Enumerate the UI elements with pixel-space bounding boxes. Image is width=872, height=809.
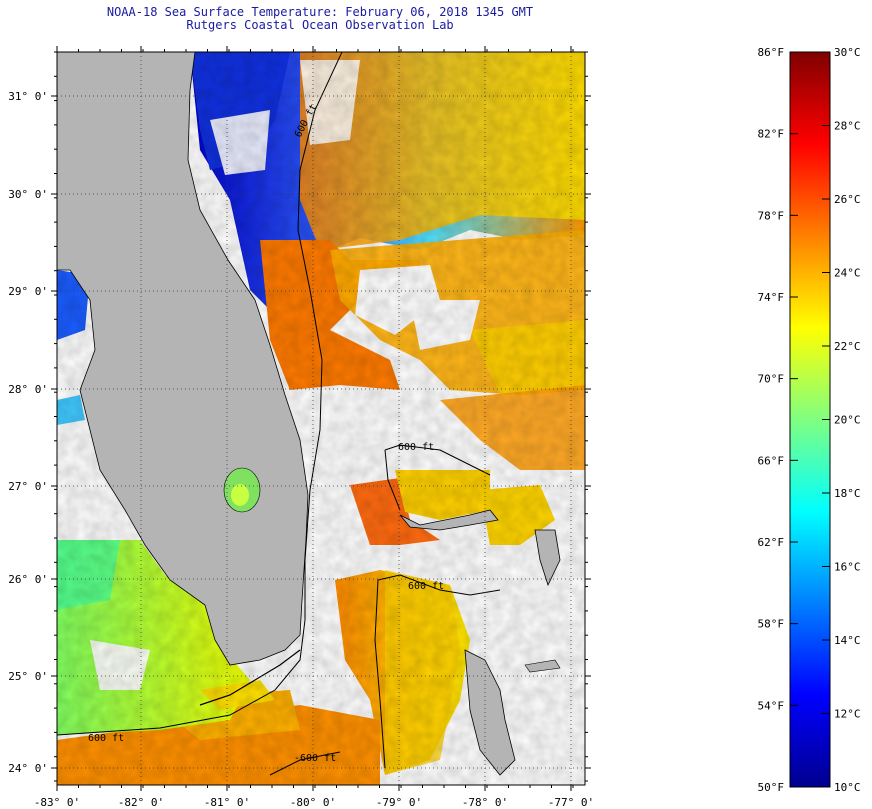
longitude-tick-label: -80° 0' xyxy=(290,796,336,809)
fahrenheit-label: 62°F xyxy=(758,536,785,549)
map-plot-area xyxy=(57,52,585,785)
latitude-tick-label: 26° 0' xyxy=(8,573,48,586)
longitude-tick-label: -82° 0' xyxy=(118,796,164,809)
bahamas-land xyxy=(399,509,499,531)
celsius-label: 28°C xyxy=(834,120,861,133)
contour-label: -600 ft xyxy=(294,753,336,764)
celsius-label: 30°C xyxy=(834,46,861,59)
fahrenheit-label: 66°F xyxy=(758,454,785,467)
color-scale-ticks xyxy=(790,51,830,788)
contour-label: 600 ft xyxy=(88,733,124,744)
fahrenheit-label: 54°F xyxy=(758,699,785,712)
longitude-tick-label: -78° 0' xyxy=(462,796,508,809)
map-subtitle: Rutgers Coastal Ocean Observation Lab xyxy=(186,18,454,32)
fahrenheit-label: 82°F xyxy=(758,128,785,141)
fahrenheit-label: 70°F xyxy=(758,373,785,386)
latitude-tick-label: 28° 0' xyxy=(8,383,48,396)
fahrenheit-label: 86°F xyxy=(758,46,785,59)
latitude-tick-label: 30° 0' xyxy=(8,188,48,201)
longitude-tick-label: -81° 0' xyxy=(204,796,250,809)
celsius-label: 12°C xyxy=(834,708,861,721)
contour-label: 600 ft xyxy=(398,442,434,453)
longitude-labels: -83° 0' -82° 0' -81° 0' -80° 0' -79° 0' -78° … xyxy=(34,796,594,809)
longitude-tick-label: -83° 0' xyxy=(34,796,80,809)
celsius-label: 24°C xyxy=(834,267,861,280)
latitude-labels: 24° 0' 25° 0' 26° 0' 27° 0' 28° 0' 29° 0' 30° … xyxy=(8,90,48,775)
celsius-label: 16°C xyxy=(834,561,861,574)
florida-keys xyxy=(199,649,301,706)
contour-line-straits xyxy=(374,574,501,769)
contour-line-bahamas xyxy=(384,444,491,476)
celsius-label: 22°C xyxy=(834,340,861,353)
axis-ticks xyxy=(51,46,591,791)
celsius-label: 18°C xyxy=(834,487,861,500)
latitude-tick-label: 25° 0' xyxy=(8,670,48,683)
celsius-label: 10°C xyxy=(834,781,861,794)
map-frame xyxy=(56,51,586,786)
fahrenheit-label: 58°F xyxy=(758,618,785,631)
latitude-tick-label: 29° 0' xyxy=(8,285,48,298)
latitude-tick-label: 27° 0' xyxy=(8,480,48,493)
celsius-label: 26°C xyxy=(834,193,861,206)
contour-line-florida xyxy=(57,52,343,736)
fahrenheit-label: 78°F xyxy=(758,209,785,222)
celsius-label: 20°C xyxy=(834,414,861,427)
map-title: NOAA-18 Sea Surface Temperature: Februar… xyxy=(106,5,534,19)
fahrenheit-labels: 86°F 82°F 78°F 74°F 70°F 66°F 62°F 58°F 54°F 50°F xyxy=(758,46,785,794)
longitude-tick-label: -79° 0' xyxy=(376,796,422,809)
contour-label: 600 ft xyxy=(408,581,444,592)
celsius-label: 14°C xyxy=(834,634,861,647)
celsius-labels: 30°C 28°C 26°C 24°C 22°C 20°C 18°C 16°C 14°C 12°C… xyxy=(834,46,861,794)
fahrenheit-label: 74°F xyxy=(758,291,785,304)
andros-land xyxy=(464,649,516,776)
grid-lines xyxy=(57,52,585,785)
fahrenheit-label: 50°F xyxy=(758,781,785,794)
longitude-tick-label: -77° 0' xyxy=(548,796,594,809)
latitude-tick-label: 24° 0' xyxy=(8,762,48,775)
latitude-tick-label: 31° 0' xyxy=(8,90,48,103)
